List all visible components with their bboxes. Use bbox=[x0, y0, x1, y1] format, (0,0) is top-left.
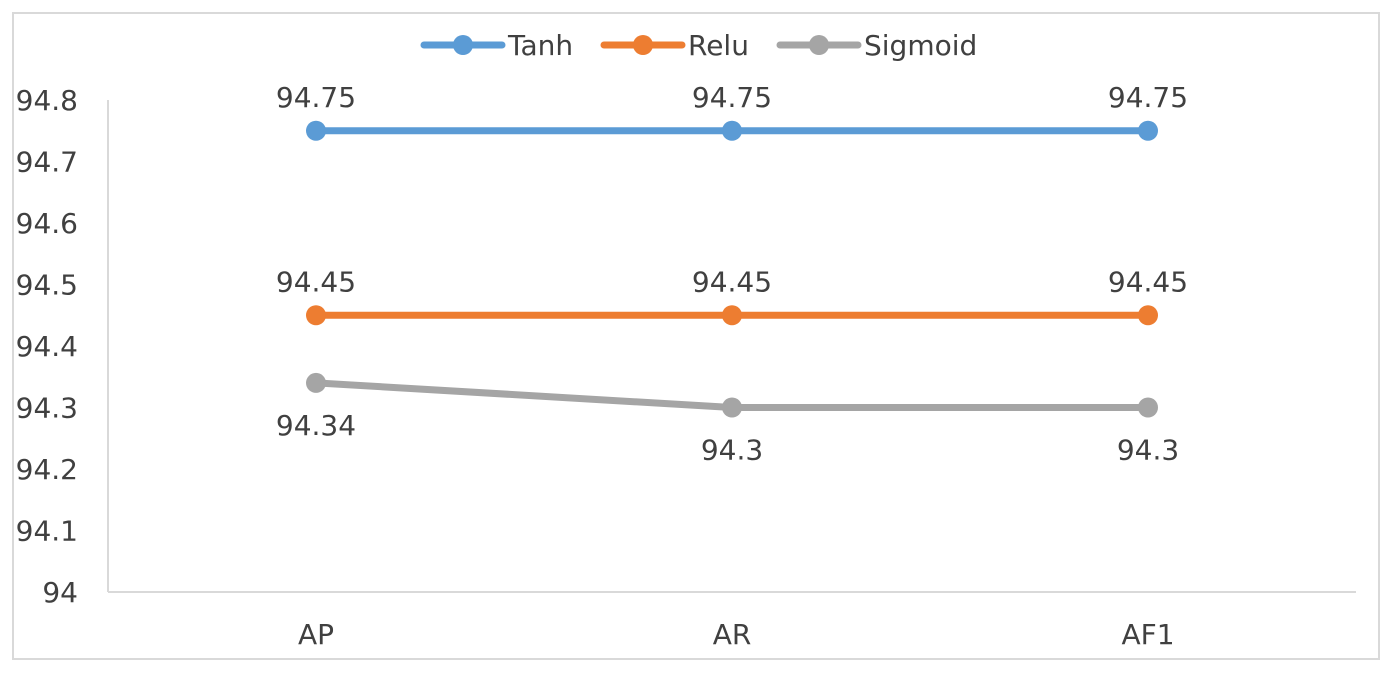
data-label-relu: 94.45 bbox=[276, 265, 356, 298]
legend-label: Sigmoid bbox=[864, 29, 977, 62]
data-point-relu bbox=[722, 305, 742, 326]
data-point-sigmoid bbox=[306, 372, 326, 393]
legend-item-tanh: Tanh bbox=[420, 29, 573, 62]
data-point-sigmoid bbox=[722, 397, 742, 418]
data-point-tanh bbox=[1138, 120, 1158, 141]
x-tick-label: AP bbox=[298, 618, 334, 651]
legend: Tanh Relu Sigmoid bbox=[420, 29, 977, 62]
data-label-sigmoid: 94.34 bbox=[276, 409, 356, 442]
data-point-relu bbox=[1138, 305, 1158, 326]
data-label-tanh: 94.75 bbox=[692, 81, 772, 114]
y-tick-label: 94.7 bbox=[16, 146, 78, 179]
y-tick-label: 94.2 bbox=[16, 453, 78, 486]
legend-label: Tanh bbox=[507, 29, 573, 62]
legend-swatch-marker bbox=[633, 35, 653, 55]
legend-label: Relu bbox=[688, 29, 749, 62]
data-label-sigmoid: 94.3 bbox=[1117, 434, 1179, 467]
y-tick-label: 94 bbox=[42, 576, 78, 609]
chart-frame bbox=[12, 12, 1380, 660]
data-label-sigmoid: 94.3 bbox=[701, 434, 763, 467]
data-point-tanh bbox=[306, 120, 326, 141]
legend-swatch-marker bbox=[453, 35, 473, 55]
y-tick-label: 94.5 bbox=[16, 269, 78, 302]
legend-item-sigmoid: Sigmoid bbox=[776, 29, 977, 62]
x-tick-label: AF1 bbox=[1121, 618, 1174, 651]
data-label-relu: 94.45 bbox=[692, 265, 772, 298]
x-tick-label: AR bbox=[713, 618, 752, 651]
data-label-tanh: 94.75 bbox=[1108, 81, 1188, 114]
legend-swatch-marker bbox=[809, 35, 829, 55]
y-tick-label: 94.8 bbox=[16, 84, 78, 117]
y-tick-label: 94.4 bbox=[16, 330, 78, 363]
data-point-sigmoid bbox=[1138, 397, 1158, 418]
y-tick-label: 94.3 bbox=[16, 392, 78, 425]
data-point-relu bbox=[306, 305, 326, 326]
data-label-layer: 94.75 94.75 94.75 94.45 94.45 94.45 94.34 94.3 9… bbox=[276, 81, 1188, 467]
legend-item-relu: Relu bbox=[600, 29, 749, 62]
axis-layer: 94 94.1 94.2 94.3 94.4 94.5 94.6 94.7 94.8 AP AR AF… bbox=[16, 84, 1356, 651]
data-label-tanh: 94.75 bbox=[276, 81, 356, 114]
y-tick-label: 94.1 bbox=[16, 515, 78, 548]
series-layer bbox=[306, 120, 1158, 418]
data-point-tanh bbox=[722, 120, 742, 141]
data-label-relu: 94.45 bbox=[1108, 265, 1188, 298]
y-tick-label: 94.6 bbox=[16, 207, 78, 240]
